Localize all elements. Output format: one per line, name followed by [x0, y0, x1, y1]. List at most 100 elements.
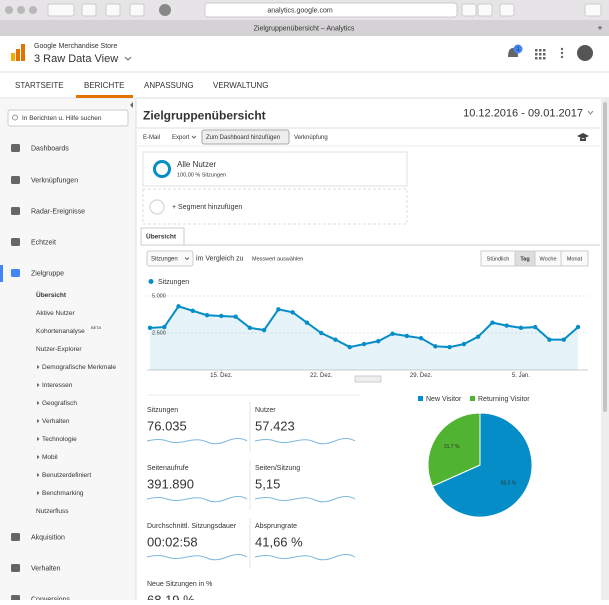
- point[interactable]: [290, 310, 295, 315]
- window-button[interactable]: [29, 6, 37, 14]
- apps-icon[interactable]: [535, 49, 546, 60]
- point[interactable]: [418, 335, 424, 341]
- point[interactable]: [261, 327, 267, 333]
- menu-icon[interactable]: [560, 47, 564, 59]
- point[interactable]: [390, 331, 395, 336]
- sidebar-item[interactable]: Radar-Ereignisse: [31, 208, 85, 215]
- toolbar-button[interactable]: [477, 3, 493, 17]
- point[interactable]: [547, 337, 552, 342]
- segment-box[interactable]: [142, 151, 408, 187]
- sidebar-subitem[interactable]: Aktive Nutzer: [36, 310, 75, 317]
- sidebar-subitem[interactable]: Nutzer-Explorer: [36, 346, 82, 353]
- point[interactable]: [461, 341, 467, 347]
- legend-label: Returning Visitor: [478, 396, 530, 403]
- metric-value: 68,19 %: [147, 592, 195, 600]
- toolbar-button[interactable]: Verknüpfung: [294, 135, 328, 141]
- learn-icon[interactable]: [577, 133, 589, 141]
- account-name[interactable]: Google Merchandise Store: [34, 43, 117, 50]
- tab-frame[interactable]: [140, 227, 185, 246]
- sidebar-subitem[interactable]: Verhalten: [42, 418, 70, 425]
- sidebar-item[interactable]: Verhalten: [31, 565, 61, 572]
- button-frame[interactable]: [201, 129, 290, 145]
- sidebar-subitem[interactable]: Geografisch: [42, 400, 77, 407]
- sidebar-item[interactable]: Zielgruppe: [31, 270, 64, 277]
- date-range[interactable]: 10.12.2016 - 09.01.2017: [463, 107, 583, 119]
- point[interactable]: [190, 308, 195, 313]
- chart-resize-handle[interactable]: [354, 375, 382, 383]
- point[interactable]: [490, 320, 495, 325]
- toolbar-button[interactable]: [584, 3, 602, 17]
- sidebar-subitem[interactable]: Kohortenanalyse: [36, 328, 85, 335]
- toolbar-button[interactable]: Zum Dashboard hinzufügen: [206, 135, 280, 141]
- window-button[interactable]: [17, 6, 25, 14]
- point[interactable]: [162, 324, 167, 330]
- point[interactable]: [219, 313, 224, 319]
- point[interactable]: [404, 333, 409, 339]
- point[interactable]: [147, 325, 153, 331]
- point[interactable]: [204, 313, 210, 318]
- toolbar-button[interactable]: [105, 3, 121, 17]
- sidebar-item[interactable]: Akquisition: [31, 534, 65, 541]
- sidebar-subitem[interactable]: Benchmarking: [42, 490, 84, 497]
- choose-metric[interactable]: Messwert auswählen: [252, 256, 303, 262]
- point[interactable]: [304, 320, 310, 325]
- sidebar-item[interactable]: Conversions: [31, 596, 70, 603]
- sparkline: [146, 438, 248, 445]
- add-segment-box[interactable]: [142, 188, 408, 225]
- point[interactable]: [233, 314, 238, 319]
- search-box[interactable]: [7, 109, 129, 127]
- toolbar-button[interactable]: Export: [172, 135, 190, 141]
- point[interactable]: [176, 304, 181, 309]
- scroll-thumb[interactable]: [603, 102, 607, 412]
- point[interactable]: [319, 330, 324, 336]
- point[interactable]: [333, 337, 338, 342]
- point[interactable]: [518, 325, 524, 331]
- point[interactable]: [533, 324, 538, 330]
- point[interactable]: [447, 344, 452, 350]
- point[interactable]: [361, 341, 367, 347]
- point[interactable]: [433, 344, 438, 349]
- sidebar-subitem[interactable]: Benutzerdefiniert: [42, 472, 91, 479]
- point[interactable]: [475, 334, 481, 339]
- window-button[interactable]: [5, 6, 13, 14]
- point[interactable]: [276, 307, 281, 312]
- point[interactable]: [347, 344, 352, 350]
- metric-select[interactable]: [146, 250, 194, 267]
- avatar[interactable]: [577, 45, 593, 61]
- nav-tab[interactable]: VERWALTUNG: [213, 81, 268, 90]
- sidebar-item[interactable]: Verknüpfungen: [31, 177, 78, 184]
- view-name[interactable]: 3 Raw Data View: [34, 53, 118, 65]
- sidebar-subitem[interactable]: Technologie: [42, 436, 77, 443]
- pie-slice[interactable]: [427, 412, 481, 487]
- expand-arrow: [37, 491, 40, 495]
- sidebar-subitem[interactable]: Nutzerfluss: [36, 508, 69, 515]
- sidebar-subitem[interactable]: Übersicht: [36, 290, 67, 299]
- point[interactable]: [504, 323, 509, 328]
- toolbar-button[interactable]: [129, 3, 145, 17]
- toolbar-button[interactable]: [81, 3, 97, 17]
- toolbar-button[interactable]: E-Mail: [143, 135, 160, 141]
- point[interactable]: [376, 338, 381, 344]
- collapse-arrow[interactable]: [130, 102, 133, 108]
- nav-tab[interactable]: ANPASSUNG: [144, 81, 194, 90]
- toolbar-button[interactable]: [499, 3, 515, 17]
- pie-slice[interactable]: [431, 412, 533, 518]
- nav-tab[interactable]: BERICHTE: [84, 81, 124, 90]
- sidebar-subitem[interactable]: Demografische Merkmale: [42, 364, 116, 371]
- sidebar-item[interactable]: Dashboards: [31, 145, 69, 152]
- toolbar-button[interactable]: [461, 3, 477, 17]
- tab-title[interactable]: Zielgruppenübersicht – Analytics: [254, 25, 355, 32]
- legend-marker: [418, 396, 423, 401]
- url-bar[interactable]: [204, 2, 458, 18]
- granularity-button[interactable]: [560, 250, 589, 267]
- nav-tab[interactable]: STARTSEITE: [15, 81, 64, 90]
- sidebar-subitem[interactable]: Interessen: [42, 382, 73, 389]
- sidebar-item[interactable]: Echtzeit: [31, 239, 56, 246]
- sidebar-subitem[interactable]: Mobil: [42, 454, 58, 461]
- point[interactable]: [575, 324, 581, 330]
- point[interactable]: [561, 337, 566, 342]
- nav-buttons[interactable]: [47, 3, 75, 17]
- point[interactable]: [247, 325, 253, 331]
- extension-icon[interactable]: [159, 4, 171, 16]
- new-tab[interactable]: +: [597, 23, 602, 33]
